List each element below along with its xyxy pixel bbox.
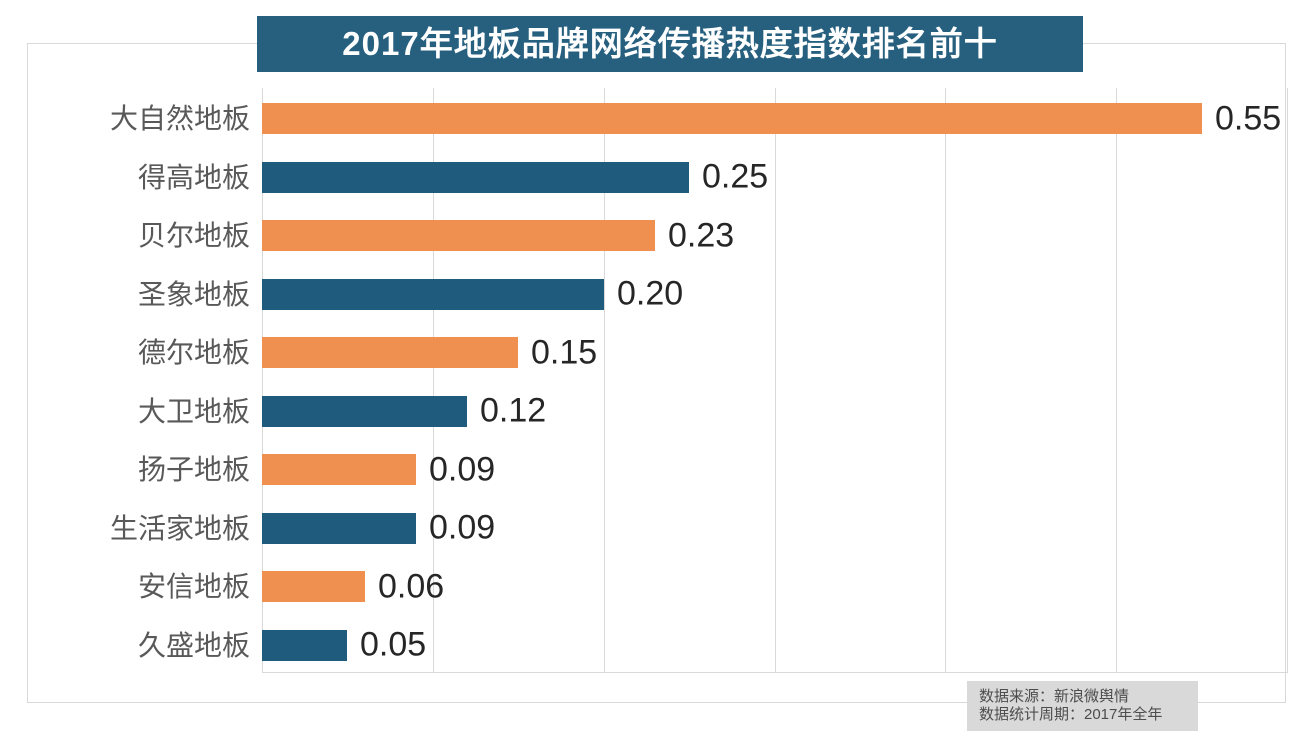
bar-扬子地板 — [262, 454, 416, 485]
value-label: 0.23 — [668, 216, 735, 255]
bar-大自然地板 — [262, 103, 1202, 134]
category-label: 圣象地板 — [137, 279, 250, 310]
value-label: 0.09 — [429, 508, 496, 547]
bar-圣象地板 — [262, 279, 604, 310]
chart-title: 2017年地板品牌网络传播热度指数排名前十 — [257, 16, 1083, 72]
category-label: 大自然地板 — [109, 103, 250, 134]
gridline-x-0.2 — [604, 88, 605, 673]
category-label: 大卫地板 — [137, 396, 250, 427]
value-label: 0.09 — [429, 450, 496, 489]
category-label: 贝尔地板 — [137, 220, 250, 251]
bar-久盛地板 — [262, 630, 347, 661]
value-label: 0.05 — [360, 625, 427, 664]
gridline-x-0.0 — [262, 88, 263, 673]
chart-frame — [27, 43, 1286, 703]
value-label: 0.20 — [617, 274, 684, 313]
bar-德尔地板 — [262, 337, 518, 368]
category-label: 德尔地板 — [137, 337, 250, 368]
source-box: 数据来源：新浪微舆情 数据统计周期：2017年全年 — [967, 681, 1198, 731]
category-label: 扬子地板 — [137, 454, 250, 485]
category-label: 安信地板 — [137, 571, 250, 602]
plot-area: 0.55 0.25 0.23 0.20 0.15 0.12 0.09 0.09 0.06 0.05 — [262, 88, 1288, 673]
value-label: 0.06 — [378, 567, 445, 606]
category-label: 生活家地板 — [109, 513, 250, 544]
value-label: 0.12 — [480, 391, 547, 430]
bar-得高地板 — [262, 162, 689, 193]
gridline-x-0.3 — [775, 88, 776, 673]
bar-贝尔地板 — [262, 220, 655, 251]
source-line-1: 数据来源：新浪微舆情 — [979, 688, 1130, 705]
bar-安信地板 — [262, 571, 365, 602]
gridline-x-0.6 — [1287, 88, 1288, 673]
category-label: 久盛地板 — [137, 630, 250, 661]
gridline-x-0.4 — [945, 88, 946, 673]
value-label: 0.55 — [1215, 99, 1282, 138]
value-label: 0.15 — [531, 333, 598, 372]
gridline-x-0.1 — [433, 88, 434, 673]
x-axis-line — [262, 672, 1287, 673]
bar-生活家地板 — [262, 513, 416, 544]
gridline-x-0.5 — [1116, 88, 1117, 673]
value-label: 0.25 — [702, 157, 769, 196]
category-label: 得高地板 — [137, 162, 250, 193]
source-line-2: 数据统计周期：2017年全年 — [979, 706, 1163, 723]
bar-大卫地板 — [262, 396, 467, 427]
